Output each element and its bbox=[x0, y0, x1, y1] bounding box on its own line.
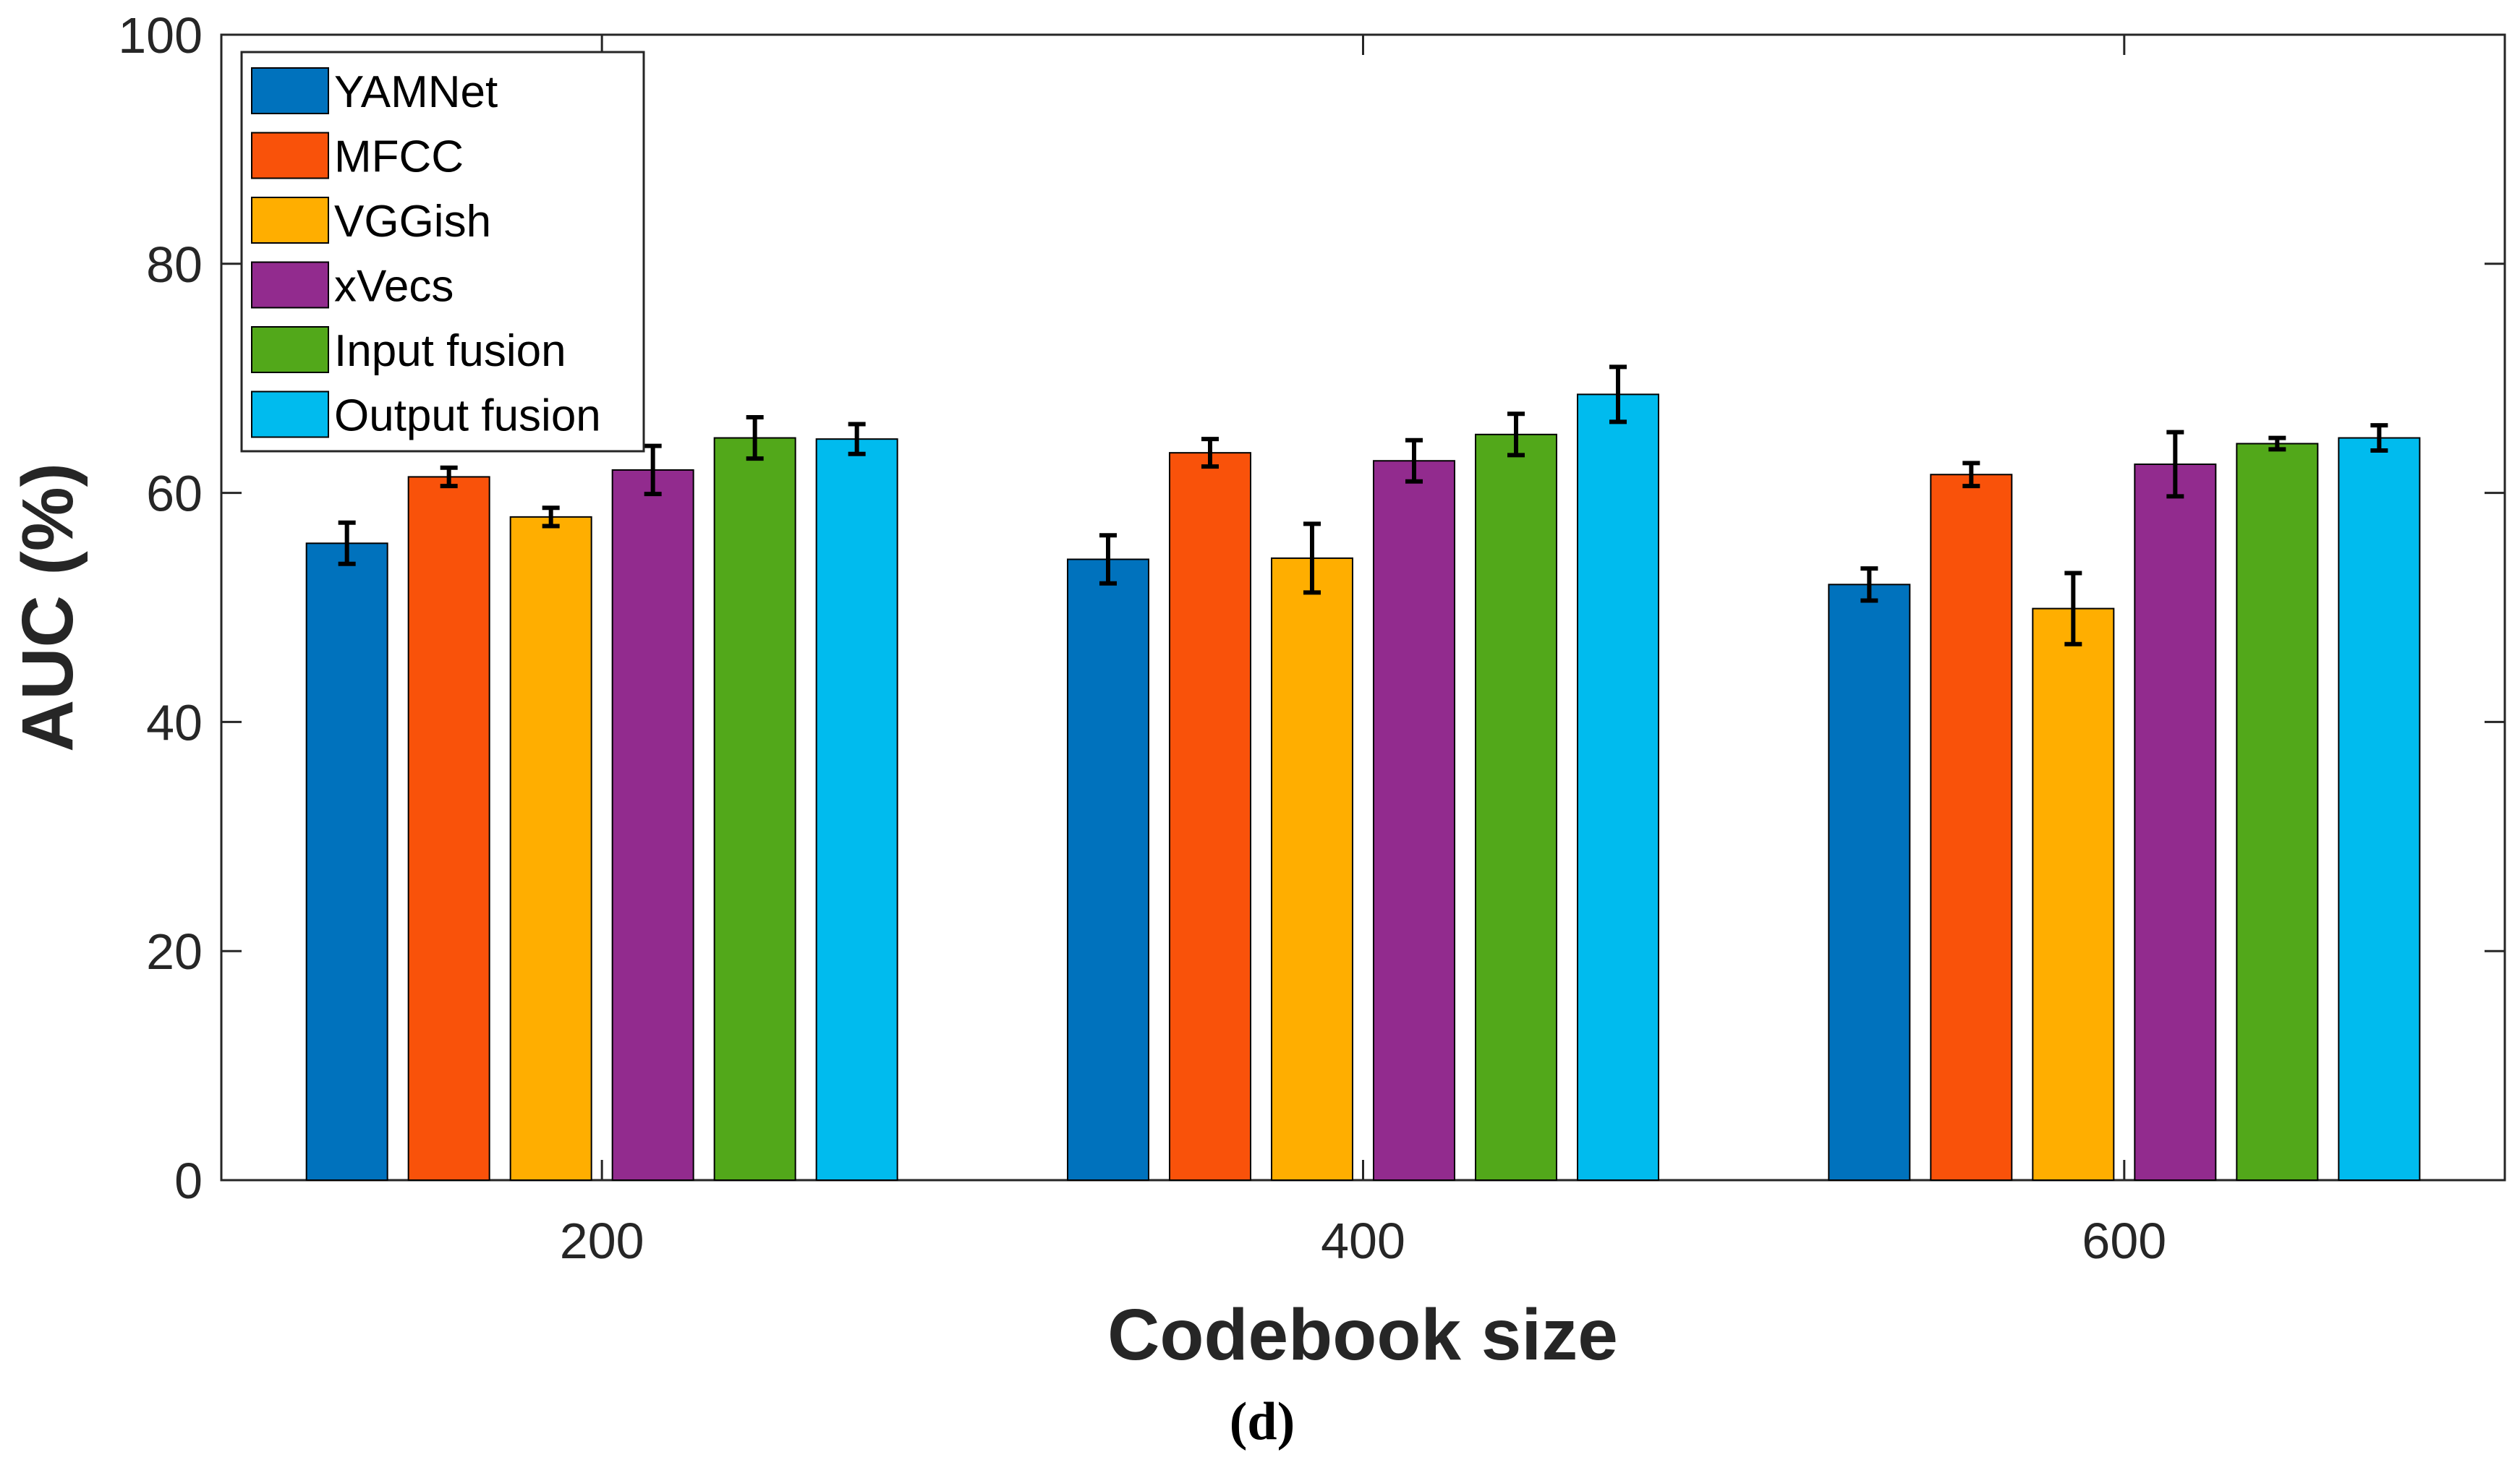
error-bar-input-fusion-600 bbox=[2268, 435, 2286, 452]
errorbars-layer bbox=[338, 364, 2388, 646]
legend-label-vggish: VGGish bbox=[334, 197, 491, 247]
legend-swatch-xvecs bbox=[251, 261, 329, 309]
legend-label-xvecs: xVecs bbox=[334, 262, 454, 312]
legend-label-output-fusion: Output fusion bbox=[334, 391, 601, 441]
bar-yamnet-400 bbox=[1067, 558, 1149, 1181]
bars-layer bbox=[305, 393, 2421, 1181]
error-bar-input-fusion-400 bbox=[1507, 411, 1525, 458]
bar-vggish-400 bbox=[1271, 557, 1353, 1181]
y-tick-label: 80 bbox=[146, 236, 203, 293]
y-tick-label: 40 bbox=[146, 694, 203, 751]
y-tick-label: 60 bbox=[146, 466, 203, 522]
bar-vggish-200 bbox=[509, 516, 592, 1181]
error-bar-mfcc-200 bbox=[440, 465, 458, 489]
bar-xvecs-600 bbox=[2134, 464, 2217, 1181]
y-axis: 0 20 40 60 80 100 bbox=[118, 7, 2505, 1209]
error-bar-yamnet-400 bbox=[1099, 533, 1117, 586]
y-axis-title: AUC (%) bbox=[7, 463, 88, 752]
error-bar-vggish-200 bbox=[542, 505, 560, 529]
error-bar-xvecs-600 bbox=[2166, 430, 2184, 499]
bar-output-fusion-400 bbox=[1577, 393, 1659, 1181]
x-tick-label: 600 bbox=[2082, 1213, 2166, 1269]
bar-input-fusion-400 bbox=[1475, 433, 1557, 1181]
x-tick-label: 400 bbox=[1321, 1213, 1405, 1269]
legend-swatch-output-fusion bbox=[251, 390, 329, 438]
error-bar-output-fusion-200 bbox=[848, 422, 866, 456]
bar-vggish-600 bbox=[2032, 607, 2115, 1181]
error-bar-input-fusion-200 bbox=[746, 415, 764, 461]
error-bar-vggish-600 bbox=[2064, 571, 2082, 646]
error-bar-output-fusion-400 bbox=[1609, 364, 1627, 424]
y-tick-label: 20 bbox=[146, 923, 203, 980]
legend-swatch-input-fusion bbox=[251, 326, 329, 373]
legend-box bbox=[240, 51, 645, 453]
legend-swatch-yamnet bbox=[251, 67, 329, 114]
bar-yamnet-600 bbox=[1828, 584, 1911, 1181]
bar-input-fusion-200 bbox=[713, 437, 796, 1181]
error-bar-yamnet-200 bbox=[338, 520, 356, 566]
x-axis: 200 400 600 bbox=[560, 35, 2166, 1269]
bar-mfcc-200 bbox=[407, 476, 490, 1181]
error-bar-yamnet-600 bbox=[1860, 566, 1878, 603]
y-tick-label: 100 bbox=[118, 7, 203, 64]
x-axis-title: Codebook size bbox=[1107, 1294, 1618, 1375]
bar-input-fusion-600 bbox=[2236, 443, 2319, 1181]
bar-mfcc-400 bbox=[1169, 452, 1251, 1181]
legend-label-yamnet: YAMNet bbox=[334, 67, 498, 117]
error-bar-xvecs-400 bbox=[1405, 437, 1423, 484]
error-bar-xvecs-200 bbox=[644, 443, 662, 497]
legend-swatch-mfcc bbox=[251, 132, 329, 179]
error-bar-mfcc-600 bbox=[1962, 461, 1980, 489]
error-bar-output-fusion-600 bbox=[2370, 423, 2388, 453]
bar-xvecs-400 bbox=[1373, 460, 1455, 1181]
bar-output-fusion-600 bbox=[2338, 437, 2421, 1181]
y-tick-label: 0 bbox=[174, 1153, 203, 1209]
legend-label-mfcc: MFCC bbox=[334, 132, 464, 182]
legend-label-input-fusion: Input fusion bbox=[334, 326, 566, 376]
figure-caption: (d) bbox=[1230, 1392, 1295, 1451]
legend: YAMNet MFCC VGGish xVecs Input fusion Output … bbox=[240, 51, 645, 453]
bar-yamnet-200 bbox=[305, 542, 388, 1181]
bar-mfcc-600 bbox=[1930, 474, 2013, 1181]
bar-output-fusion-200 bbox=[815, 438, 898, 1181]
bar-xvecs-200 bbox=[611, 469, 694, 1181]
error-bar-vggish-400 bbox=[1303, 521, 1321, 595]
error-bar-mfcc-400 bbox=[1201, 437, 1219, 469]
x-tick-label: 200 bbox=[560, 1213, 644, 1269]
legend-swatch-vggish bbox=[251, 197, 329, 244]
